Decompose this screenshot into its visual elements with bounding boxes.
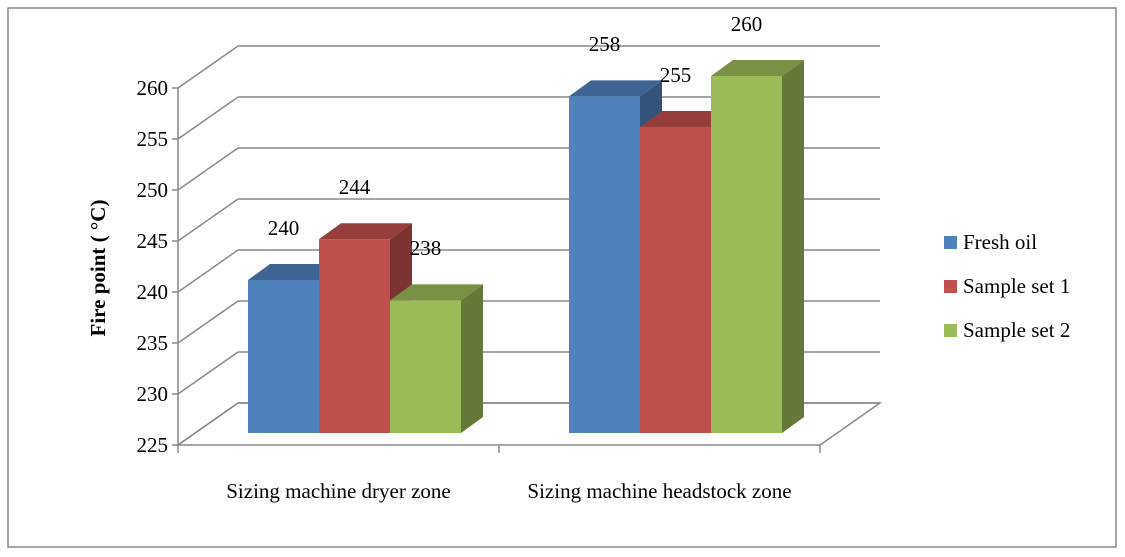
grid-line-side xyxy=(177,198,239,242)
bar xyxy=(711,76,782,433)
grid-line-side xyxy=(177,147,239,191)
data-label: 258 xyxy=(589,32,621,56)
data-label: 244 xyxy=(339,175,371,199)
y-tick-label: 250 xyxy=(137,178,169,202)
bar-top xyxy=(248,264,341,280)
bar-top xyxy=(569,80,662,97)
grid-line-side xyxy=(177,45,239,89)
legend-label: Sample set 2 xyxy=(963,318,1070,342)
legend-label: Fresh oil xyxy=(963,230,1037,254)
y-tick-label: 255 xyxy=(137,127,169,151)
y-tick-label: 225 xyxy=(137,433,169,457)
bar-top xyxy=(319,223,412,240)
grid-line-side xyxy=(177,300,239,344)
bar xyxy=(640,127,711,433)
bar xyxy=(390,300,461,433)
data-label: 260 xyxy=(731,12,763,36)
bar-top xyxy=(640,111,733,127)
chart-border xyxy=(7,7,1117,548)
bar-side xyxy=(461,284,483,433)
x-tick-label: Sizing machine headstock zone xyxy=(527,479,792,503)
bar-top xyxy=(390,284,483,301)
legend-swatch xyxy=(944,280,957,293)
bar-top xyxy=(711,60,804,76)
legend-label: Sample set 1 xyxy=(963,274,1070,298)
grid-line-side xyxy=(177,249,239,293)
y-tick-label: 230 xyxy=(137,382,169,406)
grid-line-side xyxy=(177,402,239,446)
data-label: 240 xyxy=(268,216,300,240)
x-tick-label: Sizing machine dryer zone xyxy=(226,479,451,503)
bar xyxy=(248,280,319,433)
y-tick-label: 245 xyxy=(137,229,169,253)
y-tick-label: 240 xyxy=(137,280,169,304)
legend-swatch xyxy=(944,236,957,249)
grid-line-side xyxy=(177,96,239,140)
bar xyxy=(569,96,640,434)
data-label: 255 xyxy=(660,63,692,87)
bar-side xyxy=(782,60,804,433)
data-label: 238 xyxy=(410,236,442,260)
grid-line-side xyxy=(177,351,239,395)
bar xyxy=(319,239,390,433)
legend-swatch xyxy=(944,324,957,337)
y-tick-label: 260 xyxy=(137,76,169,100)
y-tick-label: 235 xyxy=(137,331,169,355)
y-axis-title: Fire point ( °C) xyxy=(86,200,110,337)
